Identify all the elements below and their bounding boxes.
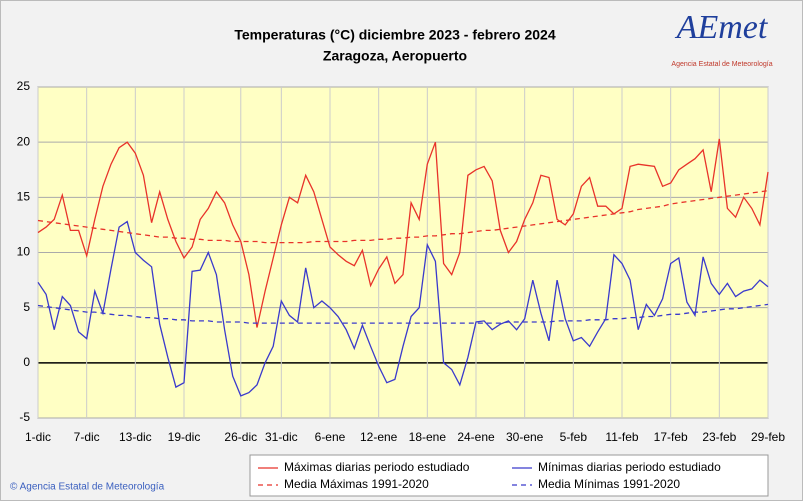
- series-line: [37, 220, 769, 397]
- legend-label: Media Máximas 1991-2020: [284, 477, 429, 491]
- x-tick-label: 19-dic: [168, 430, 201, 444]
- chart-title: Temperaturas (°C) diciembre 2023 - febre…: [234, 27, 555, 43]
- x-tick-label: 11-feb: [605, 430, 638, 444]
- legend-label: Máximas diarias periodo estudiado: [284, 460, 470, 474]
- y-tick-label: 10: [17, 245, 31, 259]
- x-tick-label: 1-dic: [25, 430, 51, 444]
- x-tick-label: 12-ene: [360, 430, 398, 444]
- y-tick-label: -5: [19, 410, 30, 424]
- series-line: [37, 138, 769, 328]
- logo-caption: Agencia Estatal de Meteorología: [671, 61, 772, 68]
- x-tick-label: 18-ene: [409, 430, 447, 444]
- series-line: [37, 190, 769, 244]
- x-tick-label: 23-feb: [702, 430, 736, 444]
- x-tick-label: 31-dic: [265, 430, 298, 444]
- footer: © Agencia Estatal de Meteorología: [10, 482, 165, 493]
- y-tick-label: 20: [17, 134, 31, 148]
- y-tick-label: 15: [17, 190, 31, 204]
- y-tick-label: 25: [17, 79, 31, 93]
- legend-label: Mínimas diarias periodo estudiado: [538, 460, 721, 474]
- x-tick-label: 7-dic: [74, 430, 100, 444]
- y-tick-label: 0: [23, 355, 30, 369]
- legend-box: [249, 454, 769, 497]
- x-tick-label: 26-dic: [224, 430, 257, 444]
- x-tick-label: 30-ene: [506, 430, 544, 444]
- chart-subtitle: Zaragoza, Aeropuerto: [323, 48, 467, 64]
- x-tick-label: 17-feb: [654, 430, 688, 444]
- logo: AEmet: [675, 9, 769, 46]
- legend-label: Media Mínimas 1991-2020: [538, 477, 680, 491]
- x-tick-label: 29-feb: [751, 430, 785, 444]
- x-tick-label: 5-feb: [560, 430, 588, 444]
- x-tick-label: 24-ene: [457, 430, 495, 444]
- x-tick-label: 13-dic: [119, 430, 152, 444]
- x-tick-label: 6-ene: [315, 430, 346, 444]
- y-tick-label: 5: [23, 300, 30, 314]
